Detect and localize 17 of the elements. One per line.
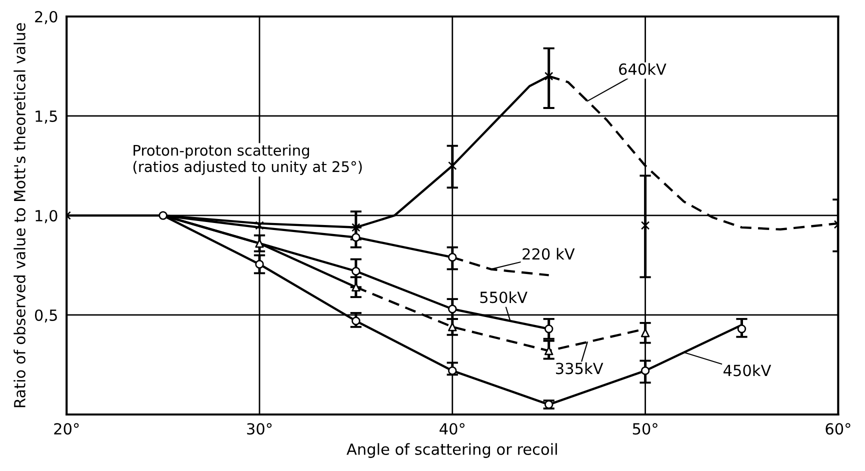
y-tick-label: 1,0 <box>36 210 58 224</box>
x-tick-label: 50° <box>632 423 658 435</box>
annotation: 450kV <box>724 364 772 376</box>
y-tick-label: 1,5 <box>36 110 57 124</box>
annotation: 640kV <box>619 63 666 75</box>
x-tick-label: 20° <box>54 423 79 435</box>
y-tick-label: 2,0 <box>35 10 58 24</box>
y-axis-title: Ratio of observed value to Mott's theoretical value <box>14 23 26 408</box>
x-tick-label: 60° <box>826 423 850 435</box>
x-tick-label: 40° <box>440 423 464 435</box>
x-axis-title: Angle of scattering or recoil <box>346 443 557 458</box>
annotation: 220 kV <box>522 248 575 260</box>
x-tick-label: 30° <box>247 423 272 435</box>
y-tick-label: 0,5 <box>34 309 57 323</box>
annotation: 335kV <box>556 362 604 374</box>
annotation: 550kV <box>480 291 528 304</box>
annotation: Proton-proton scattering (ratios adjusted to unity at 25°) <box>133 144 362 175</box>
